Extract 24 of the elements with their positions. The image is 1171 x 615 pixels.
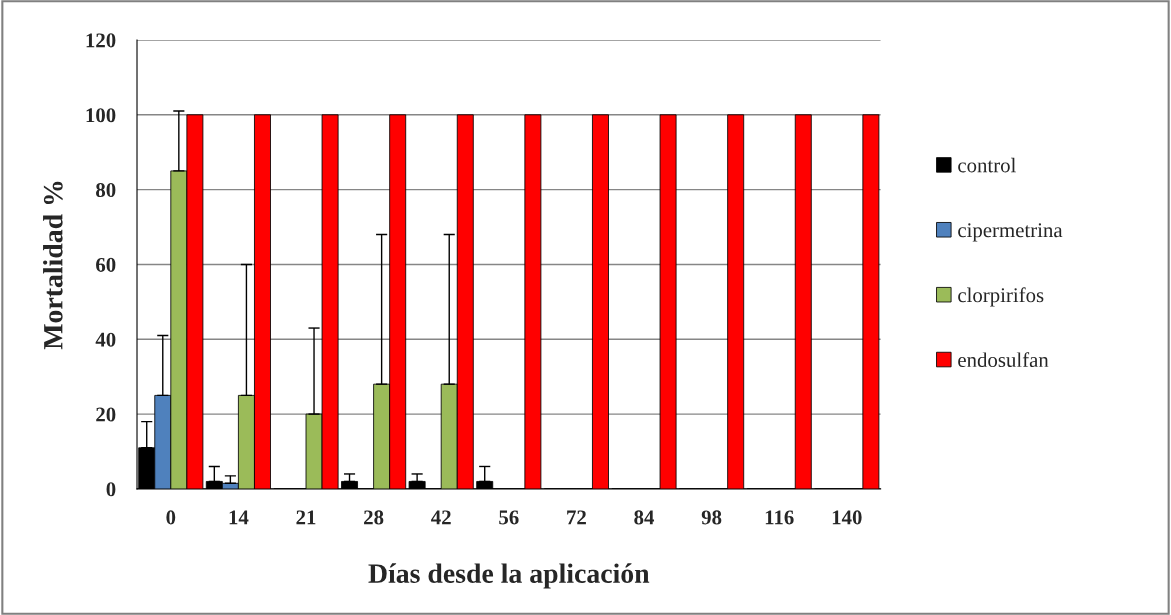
x-axis-title: Días desde la aplicación bbox=[368, 563, 650, 589]
legend-label: control bbox=[958, 157, 1016, 173]
y-axis-title: Mortalidad % bbox=[43, 181, 63, 350]
x-tick-label: 56 bbox=[499, 510, 519, 525]
x-tick-label: 140 bbox=[832, 510, 862, 525]
legend-label: cipermetrina bbox=[958, 223, 1063, 242]
x-tick-label: 42 bbox=[431, 510, 451, 525]
legend-label: endosulfan bbox=[958, 352, 1049, 368]
x-tick-label: 21 bbox=[296, 510, 316, 525]
y-tick-label: 80 bbox=[96, 183, 116, 198]
y-tick-label: 60 bbox=[96, 257, 116, 272]
x-tick-label: 84 bbox=[634, 510, 655, 525]
y-tick-label: 100 bbox=[86, 108, 116, 123]
y-tick-label: 0 bbox=[106, 482, 116, 497]
y-tick-label: 120 bbox=[86, 33, 116, 48]
x-tick-label: 72 bbox=[567, 510, 586, 525]
x-tick-label: 116 bbox=[765, 510, 794, 525]
x-tick-label: 0 bbox=[166, 510, 176, 525]
legend-label: clorpirifos bbox=[958, 287, 1044, 307]
x-tick-label: 98 bbox=[701, 510, 722, 525]
x-tick-label: 28 bbox=[364, 510, 384, 525]
y-tick-label: 20 bbox=[96, 407, 116, 422]
x-tick-label: 14 bbox=[229, 510, 249, 525]
y-tick-label: 40 bbox=[95, 332, 116, 347]
